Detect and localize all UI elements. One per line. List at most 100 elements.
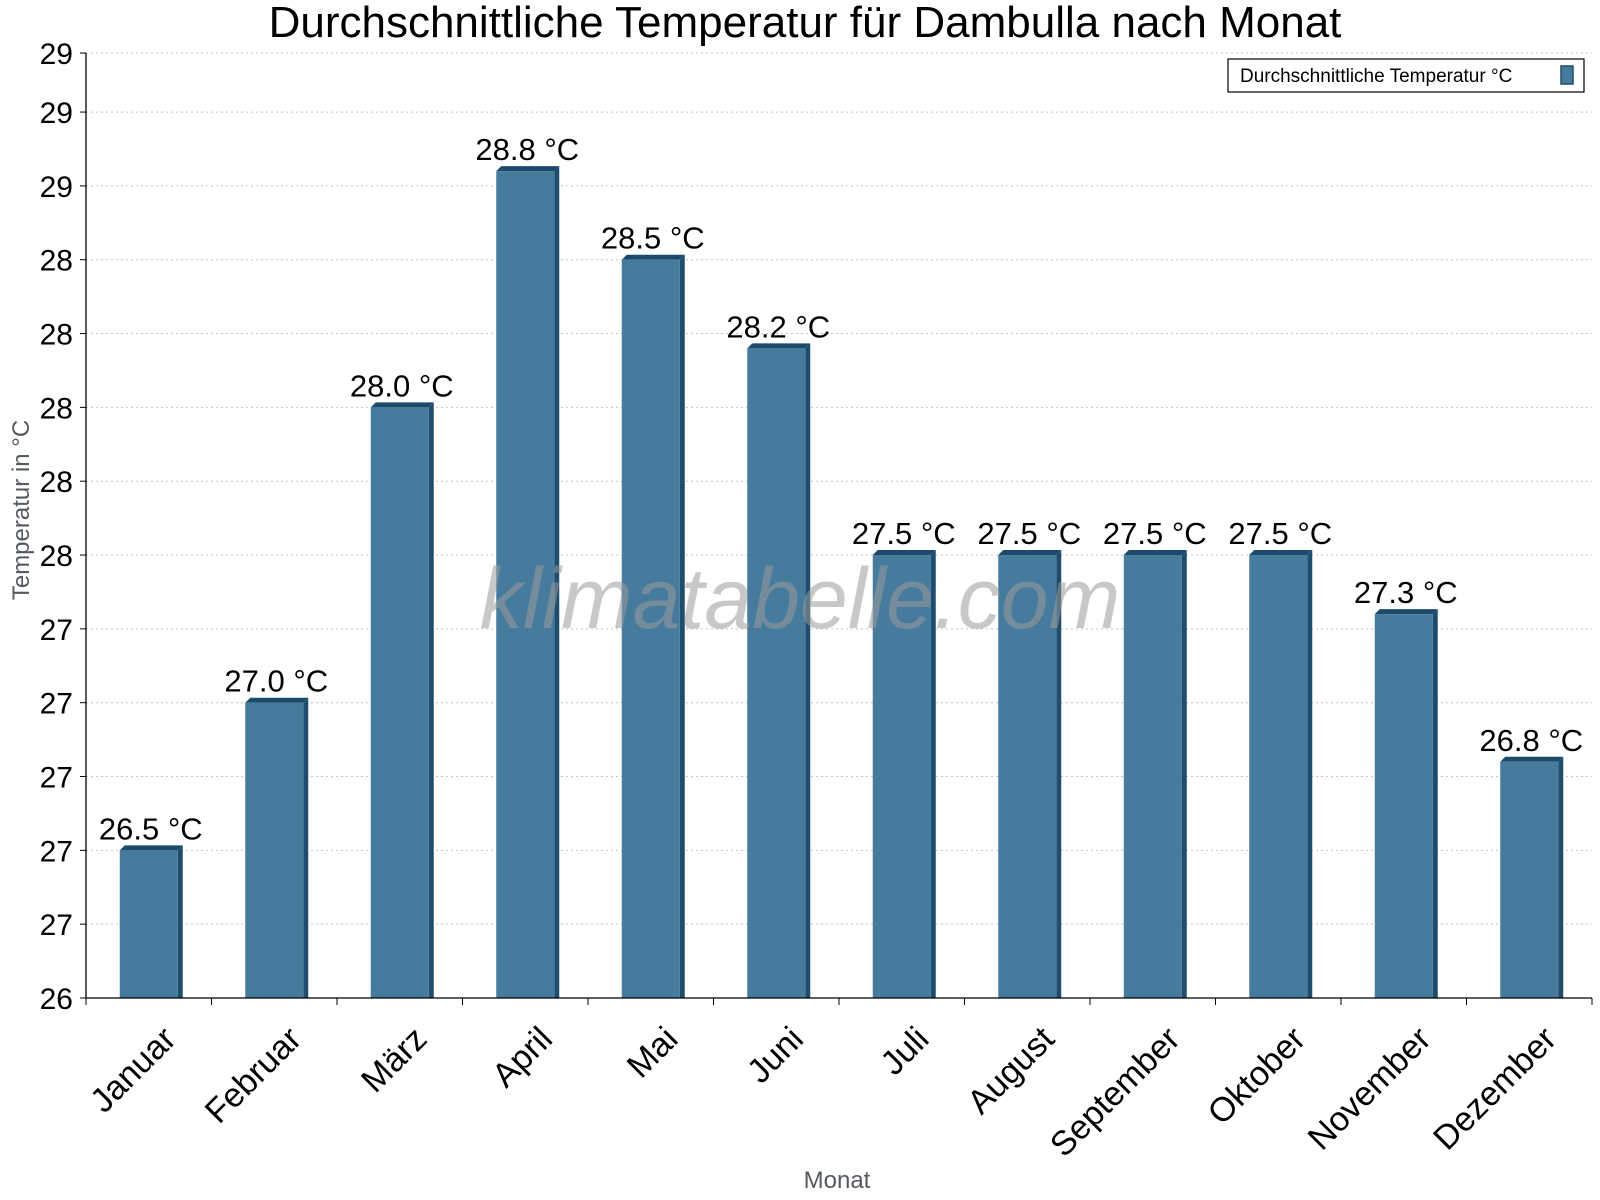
x-tick-label: Mai — [620, 1020, 686, 1086]
y-tick-label: 28 — [40, 319, 73, 352]
watermark: klimatabelle.com — [480, 551, 1120, 647]
bar-top — [872, 550, 936, 556]
y-tick-label: 27 — [40, 614, 73, 647]
bar-side — [1558, 756, 1564, 998]
bar-value-label: 27.5 °C — [1103, 516, 1207, 551]
bar-side — [554, 166, 560, 998]
x-tick-label: April — [485, 1020, 560, 1095]
x-tick-label: Juli — [873, 1020, 936, 1083]
bar-oktober — [1249, 550, 1313, 998]
bar-top — [245, 697, 309, 703]
bar-top — [1374, 609, 1438, 615]
bar — [496, 171, 555, 998]
bar-september — [1123, 550, 1187, 998]
legend-box — [1227, 58, 1585, 93]
x-tick-label: September — [1043, 1020, 1187, 1164]
x-tick-label: März — [354, 1020, 434, 1100]
bar — [872, 555, 931, 998]
legend: Durchschnittliche Temperatur °C — [1227, 58, 1585, 93]
y-axis-label: Temperatur in °C — [8, 420, 35, 600]
bar-märz — [370, 402, 434, 998]
y-tick-label: 29 — [40, 38, 73, 71]
bar-value-label: 27.5 °C — [852, 516, 956, 551]
bar — [1500, 761, 1559, 998]
bar — [1249, 555, 1308, 998]
bar — [621, 259, 680, 998]
y-tick-label: 29 — [40, 97, 73, 130]
bar-value-label: 28.0 °C — [350, 368, 454, 403]
bar-side — [428, 402, 434, 998]
bar-top — [1123, 550, 1187, 556]
bar — [1374, 614, 1433, 998]
y-tick-label: 28 — [40, 245, 73, 278]
bar-value-label: 27.5 °C — [977, 516, 1081, 551]
bar — [747, 348, 806, 998]
y-tick-label: 27 — [40, 688, 73, 721]
x-tick-label: Dezember — [1426, 1020, 1564, 1158]
bar — [1123, 555, 1182, 998]
bar-side — [805, 343, 811, 998]
bar-mai — [621, 254, 685, 998]
x-tick-label: Januar — [83, 1020, 183, 1120]
y-tick-label: 26 — [40, 983, 73, 1016]
bar-value-label: 28.5 °C — [601, 221, 705, 256]
y-tick-label: 28 — [40, 466, 73, 499]
x-tick-label: Oktober — [1200, 1020, 1312, 1132]
bar-juni — [747, 343, 811, 998]
x-tick-label: Juni — [740, 1020, 811, 1091]
bar-value-label: 27.5 °C — [1228, 516, 1332, 551]
bar-februar — [245, 697, 309, 998]
x-tick-label: August — [960, 1019, 1062, 1121]
bar-labels: 26.5 °C 27.0 °C 28.0 °C 28.8 °C 28.5 °C 28.2 … — [99, 132, 1583, 846]
bar-top — [496, 166, 560, 172]
x-tick-labels: Januar Februar März April Mai Juni Juli AugustS… — [83, 1019, 1564, 1164]
y-tick-label: 28 — [40, 392, 73, 425]
bar-value-label: 28.2 °C — [726, 309, 830, 344]
chart-title: Durchschnittliche Temperatur für Dambull… — [269, 0, 1342, 47]
bar-top — [119, 845, 183, 851]
bar-side — [1307, 550, 1313, 998]
bar-top — [621, 254, 685, 260]
bar-value-label: 26.8 °C — [1479, 723, 1583, 758]
y-tick-label: 27 — [40, 762, 73, 795]
bar — [998, 555, 1057, 998]
bars — [119, 166, 1564, 998]
bar-side — [1181, 550, 1187, 998]
bar-value-label: 27.0 °C — [224, 664, 328, 699]
bar-april — [496, 166, 560, 998]
grid-lines — [86, 52, 1592, 925]
bar-side — [679, 254, 685, 998]
bar — [245, 702, 304, 998]
x-tick-label: November — [1301, 1020, 1439, 1158]
bar-juli — [872, 550, 936, 998]
x-axis-label: Monat — [804, 1167, 871, 1194]
bar-november — [1374, 609, 1438, 998]
bar-august — [998, 550, 1062, 998]
y-tick-labels: 26 27 27 27 27 27 28 28 28 28 28 29 29 29 — [40, 38, 73, 1016]
bar-side — [1432, 609, 1438, 998]
bar-side — [177, 845, 183, 998]
bar — [119, 850, 178, 998]
bar-top — [1500, 756, 1564, 762]
y-tick-label: 29 — [40, 171, 73, 204]
y-tick-label: 28 — [40, 540, 73, 573]
bar-side — [930, 550, 936, 998]
legend-label: Durchschnittliche Temperatur °C — [1240, 66, 1512, 87]
y-tick-label: 27 — [40, 909, 73, 942]
bar-value-label: 26.5 °C — [99, 811, 203, 846]
bar-side — [303, 697, 309, 998]
bar-januar — [119, 845, 183, 998]
bar-dezember — [1500, 756, 1564, 998]
y-tick-label: 27 — [40, 835, 73, 868]
axes — [80, 52, 1593, 1005]
bar-top — [747, 343, 811, 349]
legend-swatch — [1560, 65, 1574, 85]
bar-side — [1056, 550, 1062, 998]
bar-value-label: 27.3 °C — [1354, 575, 1458, 610]
bar-top — [1249, 550, 1313, 556]
bar-value-label: 28.8 °C — [475, 132, 579, 167]
bar-top — [998, 550, 1062, 556]
x-tick-label: Februar — [198, 1020, 309, 1131]
bar — [370, 407, 429, 998]
